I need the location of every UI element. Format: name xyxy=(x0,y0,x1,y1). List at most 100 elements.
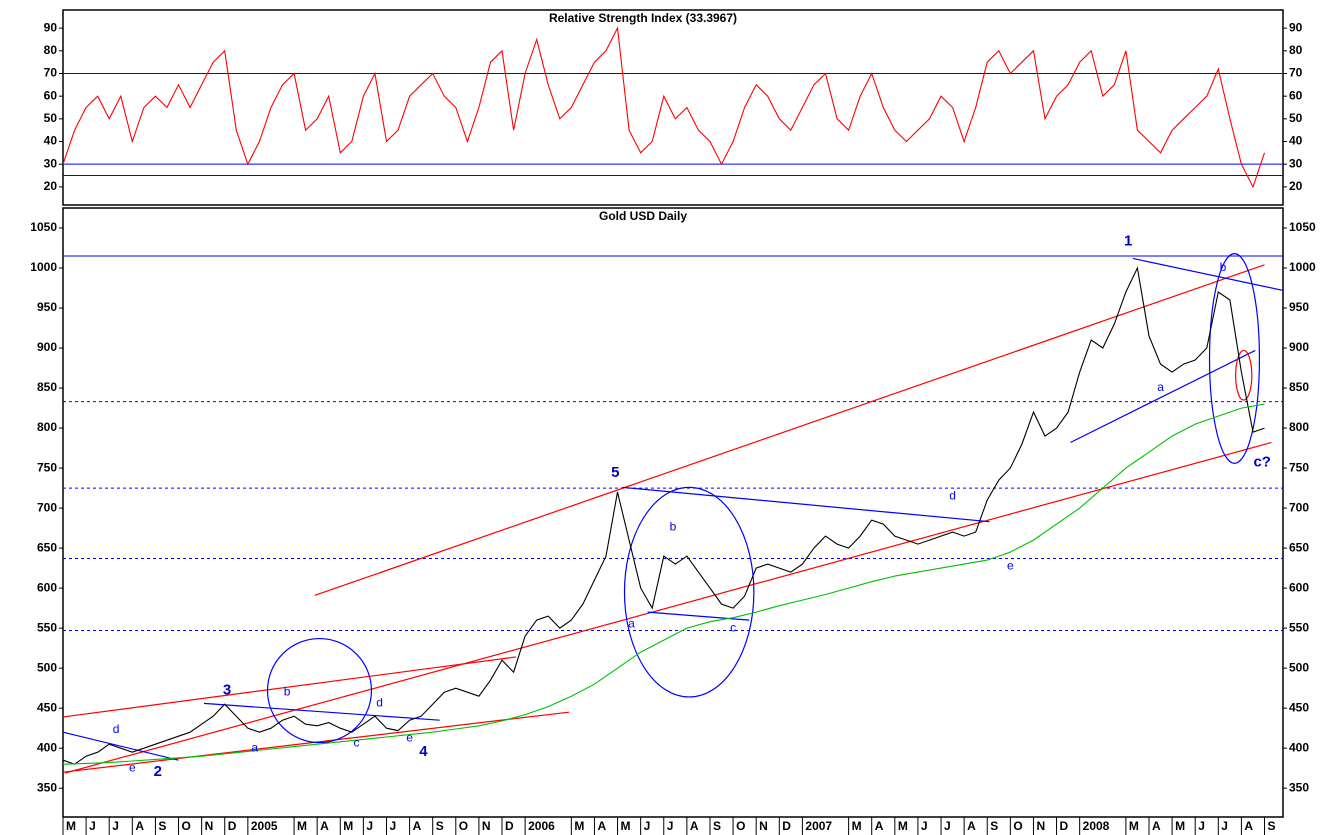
x-tick-label: A xyxy=(967,819,976,833)
x-tick-label: J xyxy=(389,819,396,833)
y-tick-label: 60 xyxy=(1289,88,1303,102)
x-tick-label: O xyxy=(1013,819,1022,833)
x-tick-label: 2006 xyxy=(528,819,555,833)
highlight-ellipse xyxy=(1208,253,1261,464)
x-tick-label: A xyxy=(597,819,606,833)
annotation: b xyxy=(670,519,677,533)
x-tick-label: M xyxy=(1175,819,1185,833)
annotation: c? xyxy=(1253,453,1271,470)
x-tick-label: J xyxy=(366,819,373,833)
trend-line xyxy=(622,486,990,523)
x-tick-label: J xyxy=(1198,819,1205,833)
x-tick-label: D xyxy=(782,819,791,833)
x-tick-label: A xyxy=(320,819,329,833)
plot-frame xyxy=(62,9,1284,206)
series-line xyxy=(62,266,1265,765)
x-tick-label: N xyxy=(205,819,214,833)
trend-line xyxy=(65,441,1272,774)
annotation: c xyxy=(353,736,359,750)
y-tick-label: 850 xyxy=(1289,380,1309,394)
y-tick-label: 30 xyxy=(44,156,58,170)
y-tick-label: 700 xyxy=(37,500,57,514)
trend-line xyxy=(62,731,179,761)
y-tick-label: 350 xyxy=(1289,780,1309,794)
y-tick-label: 1000 xyxy=(30,260,57,274)
y-tick-label: 350 xyxy=(37,780,57,794)
y-tick-label: 20 xyxy=(1289,179,1303,193)
annotation: b xyxy=(1220,260,1227,274)
x-tick-label: J xyxy=(112,819,119,833)
annotation: 4 xyxy=(419,743,428,760)
x-tick-label: A xyxy=(690,819,699,833)
annotation: d xyxy=(376,696,383,710)
x-tick-label: S xyxy=(436,819,444,833)
trend-line xyxy=(1132,257,1284,292)
y-tick-label: 50 xyxy=(1289,111,1303,125)
y-tick-label: 850 xyxy=(37,380,57,394)
x-tick-label: O xyxy=(182,819,191,833)
x-tick-label: M xyxy=(621,819,631,833)
annotation: e xyxy=(129,760,136,774)
y-tick-label: 90 xyxy=(1289,20,1303,34)
annotation: d xyxy=(113,722,120,736)
x-tick-label: A xyxy=(875,819,884,833)
x-tick-label: A xyxy=(413,819,422,833)
y-tick-label: 40 xyxy=(44,134,58,148)
x-tick-label: 2005 xyxy=(251,819,278,833)
x-tick-label: N xyxy=(482,819,491,833)
x-tick-label: D xyxy=(505,819,514,833)
annotation: e xyxy=(1007,559,1014,573)
y-tick-label: 550 xyxy=(37,620,57,634)
annotation: 1 xyxy=(1124,233,1132,250)
chart-title: Relative Strength Index (33.3967) xyxy=(549,11,737,25)
trend-line xyxy=(314,264,1265,596)
y-tick-label: 800 xyxy=(37,420,57,434)
y-tick-label: 900 xyxy=(37,340,57,354)
y-tick-label: 800 xyxy=(1289,420,1309,434)
x-tick-label: J xyxy=(644,819,651,833)
highlight-ellipse xyxy=(623,486,755,698)
y-tick-label: 80 xyxy=(44,43,58,57)
trend-line xyxy=(1070,349,1256,444)
x-tick-label: J xyxy=(667,819,674,833)
y-tick-label: 500 xyxy=(37,660,57,674)
x-tick-label: 2008 xyxy=(1083,819,1110,833)
x-tick-label: M xyxy=(1129,819,1139,833)
annotation: b xyxy=(284,684,291,698)
y-tick-label: 550 xyxy=(1289,620,1309,634)
x-tick-label: D xyxy=(228,819,237,833)
annotation: e xyxy=(406,731,413,745)
y-tick-label: 650 xyxy=(37,540,57,554)
x-tick-label: J xyxy=(921,819,928,833)
y-tick-label: 700 xyxy=(1289,500,1309,514)
y-tick-label: 30 xyxy=(1289,156,1303,170)
annotation: 2 xyxy=(154,763,162,780)
y-tick-label: 600 xyxy=(37,580,57,594)
x-tick-label: M xyxy=(574,819,584,833)
y-tick-label: 70 xyxy=(44,66,58,80)
annotation: 5 xyxy=(611,464,619,481)
x-tick-label: S xyxy=(1268,819,1276,833)
y-tick-label: 750 xyxy=(1289,460,1309,474)
highlight-ellipse xyxy=(266,637,373,744)
series-line xyxy=(62,403,1265,765)
x-tick-label: M xyxy=(297,819,307,833)
x-tick-label: J xyxy=(944,819,951,833)
y-tick-label: 90 xyxy=(44,20,58,34)
y-tick-label: 400 xyxy=(1289,740,1309,754)
y-tick-label: 900 xyxy=(1289,340,1309,354)
x-tick-label: J xyxy=(89,819,96,833)
chart-title: Gold USD Daily xyxy=(599,209,687,223)
y-tick-label: 40 xyxy=(1289,134,1303,148)
y-tick-label: 600 xyxy=(1289,580,1309,594)
x-tick-label: M xyxy=(343,819,353,833)
y-tick-label: 1050 xyxy=(1289,220,1316,234)
x-tick-label: D xyxy=(1060,819,1069,833)
y-tick-label: 60 xyxy=(44,88,58,102)
x-tick-label: S xyxy=(990,819,998,833)
x-tick-label: M xyxy=(898,819,908,833)
y-tick-label: 950 xyxy=(37,300,57,314)
x-tick-label: 2007 xyxy=(805,819,832,833)
